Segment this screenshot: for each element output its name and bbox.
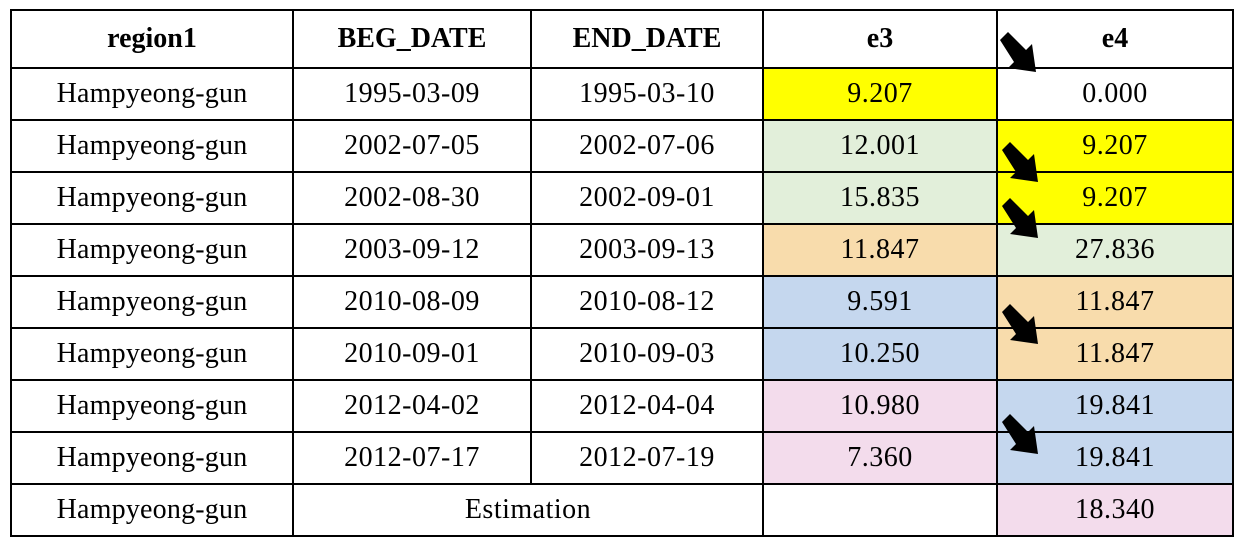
table-row: Hampyeong-gun 2012-07-17 2012-07-19 7.36…	[10, 431, 1234, 485]
cell-region: Hampyeong-gun	[10, 171, 294, 225]
cell-e4: 27.836	[996, 223, 1234, 277]
arrow-down-right-icon	[1002, 142, 1038, 182]
table-row: Hampyeong-gun 2012-04-02 2012-04-04 10.9…	[10, 379, 1234, 433]
table-row: Hampyeong-gun 2010-09-01 2010-09-03 10.2…	[10, 327, 1234, 381]
cell-beg-date: 2012-07-17	[292, 431, 532, 485]
cell-region: Hampyeong-gun	[10, 119, 294, 173]
table-row: Hampyeong-gun 1995-03-09 1995-03-10 9.20…	[10, 67, 1234, 121]
cell-end-date: 2003-09-13	[530, 223, 764, 277]
cell-region: Hampyeong-gun	[10, 275, 294, 329]
data-table: region1 BEG_DATE END_DATE e3 e4 Hampyeon…	[10, 9, 1234, 537]
cell-end-date: 2010-09-03	[530, 327, 764, 381]
cell-e4: 9.207	[996, 119, 1234, 173]
cell-e4: 11.847	[996, 275, 1234, 329]
cell-end-date: 2012-04-04	[530, 379, 764, 433]
cell-end-date: 2002-07-06	[530, 119, 764, 173]
table-row: Hampyeong-gun 2003-09-12 2003-09-13 11.8…	[10, 223, 1234, 277]
cell-region: Hampyeong-gun	[10, 223, 294, 277]
cell-beg-date: 2010-08-09	[292, 275, 532, 329]
header-e3: e3	[762, 9, 998, 69]
cell-e3: 11.847	[762, 223, 998, 277]
cell-e4: 19.841	[996, 379, 1234, 433]
cell-beg-date: 2003-09-12	[292, 223, 532, 277]
cell-region: Hampyeong-gun	[10, 483, 294, 537]
cell-region: Hampyeong-gun	[10, 327, 294, 381]
cell-end-date: 2002-09-01	[530, 171, 764, 225]
cell-e3: 9.591	[762, 275, 998, 329]
cell-region: Hampyeong-gun	[10, 379, 294, 433]
cell-beg-date: 2002-08-30	[292, 171, 532, 225]
cell-region: Hampyeong-gun	[10, 67, 294, 121]
cell-e3: 15.835	[762, 171, 998, 225]
header-end-date: END_DATE	[530, 9, 764, 69]
estimation-row: Hampyeong-gun Estimation 18.340	[10, 483, 1234, 537]
header-row: region1 BEG_DATE END_DATE e3 e4	[10, 9, 1234, 69]
cell-beg-date: 1995-03-09	[292, 67, 532, 121]
cell-e4: 18.340	[996, 483, 1234, 537]
arrow-down-right-icon	[1000, 32, 1036, 72]
cell-beg-date: 2010-09-01	[292, 327, 532, 381]
table-row: Hampyeong-gun 2002-07-05 2002-07-06 12.0…	[10, 119, 1234, 173]
cell-end-date: 1995-03-10	[530, 67, 764, 121]
header-beg-date: BEG_DATE	[292, 9, 532, 69]
cell-e3: 10.250	[762, 327, 998, 381]
table-row: Hampyeong-gun 2010-08-09 2010-08-12 9.59…	[10, 275, 1234, 329]
arrow-down-right-icon	[1002, 304, 1038, 344]
header-e4: e4	[996, 9, 1234, 69]
cell-e3	[762, 483, 998, 537]
arrow-down-right-icon	[1002, 198, 1038, 238]
cell-estimation-label: Estimation	[292, 483, 764, 537]
cell-end-date: 2010-08-12	[530, 275, 764, 329]
cell-beg-date: 2012-04-02	[292, 379, 532, 433]
cell-e4: 11.847	[996, 327, 1234, 381]
cell-e3: 9.207	[762, 67, 998, 121]
cell-beg-date: 2002-07-05	[292, 119, 532, 173]
cell-e3: 12.001	[762, 119, 998, 173]
cell-e4: 0.000	[996, 67, 1234, 121]
arrow-down-right-icon	[1002, 414, 1038, 454]
data-table-wrapper: region1 BEG_DATE END_DATE e3 e4 Hampyeon…	[10, 9, 1234, 537]
header-region: region1	[10, 9, 294, 69]
cell-e3: 10.980	[762, 379, 998, 433]
cell-end-date: 2012-07-19	[530, 431, 764, 485]
cell-region: Hampyeong-gun	[10, 431, 294, 485]
table-row: Hampyeong-gun 2002-08-30 2002-09-01 15.8…	[10, 171, 1234, 225]
cell-e3: 7.360	[762, 431, 998, 485]
